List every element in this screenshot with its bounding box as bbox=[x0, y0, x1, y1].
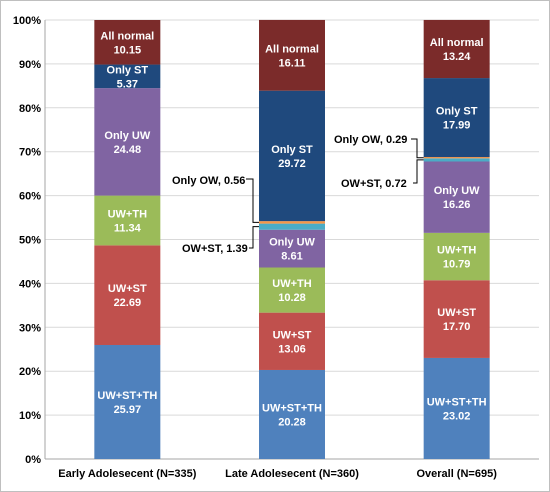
x-tick-label: Overall (N=695) bbox=[416, 468, 497, 480]
bar-segment bbox=[259, 221, 325, 224]
segment-value-label: 23.02 bbox=[443, 410, 471, 422]
bar-segment bbox=[423, 158, 490, 162]
y-tick-label: 30% bbox=[19, 322, 41, 334]
segment-series-label: UW+TH bbox=[437, 245, 476, 257]
segment-series-label: UW+ST+TH bbox=[427, 396, 487, 408]
bar-segment bbox=[94, 344, 161, 459]
segment-series-label: UW+ST bbox=[273, 329, 312, 341]
callout-leader-line bbox=[413, 159, 424, 184]
callout-label: OW+ST, 0.72 bbox=[341, 178, 407, 190]
segment-series-label: Only ST bbox=[107, 64, 149, 76]
bar-segment bbox=[94, 245, 161, 345]
bar-segment bbox=[94, 20, 161, 65]
bar-segment bbox=[423, 161, 490, 233]
bar-segment bbox=[94, 88, 161, 196]
bar-segment bbox=[259, 90, 325, 222]
segment-series-label: All normal bbox=[100, 30, 154, 42]
y-tick-label: 0% bbox=[25, 454, 41, 466]
bar-segment bbox=[259, 267, 325, 313]
callout-label: Only OW, 0.56 bbox=[172, 175, 245, 187]
segment-value-label: 22.69 bbox=[114, 297, 142, 309]
bar-segment bbox=[423, 19, 490, 79]
segment-series-label: Only UW bbox=[434, 185, 480, 197]
segment-value-label: 11.34 bbox=[114, 222, 142, 234]
segment-value-label: 10.79 bbox=[443, 259, 471, 271]
x-tick-label: Early Adolesecent (N=335) bbox=[58, 468, 196, 480]
segment-value-label: 20.28 bbox=[278, 416, 306, 428]
segment-series-label: All normal bbox=[430, 37, 484, 49]
y-tick-label: 100% bbox=[13, 15, 41, 27]
y-tick-label: 80% bbox=[19, 103, 41, 115]
callout-label: OW+ST, 1.39 bbox=[182, 243, 248, 255]
y-tick-label: 50% bbox=[19, 235, 41, 247]
bar-segment bbox=[94, 64, 161, 89]
segment-value-label: 25.97 bbox=[114, 404, 142, 416]
segment-value-label: 16.26 bbox=[443, 199, 471, 211]
callout-label: Only OW, 0.29 bbox=[334, 134, 407, 146]
y-tick-label: 40% bbox=[19, 278, 41, 290]
callout-leader-line bbox=[249, 226, 259, 249]
segment-value-label: 10.15 bbox=[114, 44, 142, 56]
callout-leader-line bbox=[411, 138, 424, 159]
segment-series-label: UW+TH bbox=[272, 278, 311, 290]
y-tick-label: 20% bbox=[19, 366, 41, 378]
bar-segment bbox=[259, 312, 325, 370]
segment-value-label: 29.72 bbox=[278, 158, 306, 170]
segment-value-label: 8.61 bbox=[281, 251, 302, 263]
bar-segment bbox=[259, 223, 325, 230]
callout-leader-line bbox=[246, 178, 259, 223]
segment-series-label: Only UW bbox=[104, 130, 150, 142]
segment-series-label: Only ST bbox=[271, 144, 313, 156]
segment-series-label: Only ST bbox=[436, 106, 478, 118]
segment-value-label: 24.48 bbox=[114, 144, 142, 156]
x-tick-label: Late Adolesecent (N=360) bbox=[225, 468, 359, 480]
y-tick-label: 10% bbox=[19, 410, 41, 422]
segment-value-label: 13.24 bbox=[443, 51, 471, 63]
bar-segment bbox=[259, 369, 325, 459]
bar-segment bbox=[259, 229, 325, 268]
y-tick-label: 60% bbox=[19, 191, 41, 203]
segment-value-label: 17.99 bbox=[443, 120, 471, 132]
bar-segment bbox=[94, 195, 161, 246]
bar-segment bbox=[423, 357, 490, 459]
bar-segment bbox=[259, 19, 325, 91]
y-tick-label: 90% bbox=[19, 59, 41, 71]
segment-series-label: Only UW bbox=[269, 237, 315, 249]
segment-value-label: 16.11 bbox=[279, 57, 306, 69]
bar-segment bbox=[423, 280, 490, 358]
segment-series-label: UW+TH bbox=[108, 208, 147, 220]
y-tick-label: 70% bbox=[19, 147, 41, 159]
segment-series-label: UW+ST bbox=[108, 283, 147, 295]
segment-series-label: All normal bbox=[265, 43, 319, 55]
segment-series-label: UW+ST+TH bbox=[262, 402, 322, 414]
segment-series-label: UW+ST bbox=[437, 307, 476, 319]
segment-value-label: 13.06 bbox=[278, 343, 306, 355]
bar-segment bbox=[423, 232, 490, 281]
segment-series-label: UW+ST+TH bbox=[97, 390, 157, 402]
segment-value-label: 17.70 bbox=[443, 321, 471, 333]
bar-segment bbox=[423, 157, 490, 159]
bar-segment bbox=[423, 78, 490, 158]
segment-value-label: 5.37 bbox=[117, 78, 138, 90]
segment-value-label: 10.28 bbox=[278, 292, 306, 304]
